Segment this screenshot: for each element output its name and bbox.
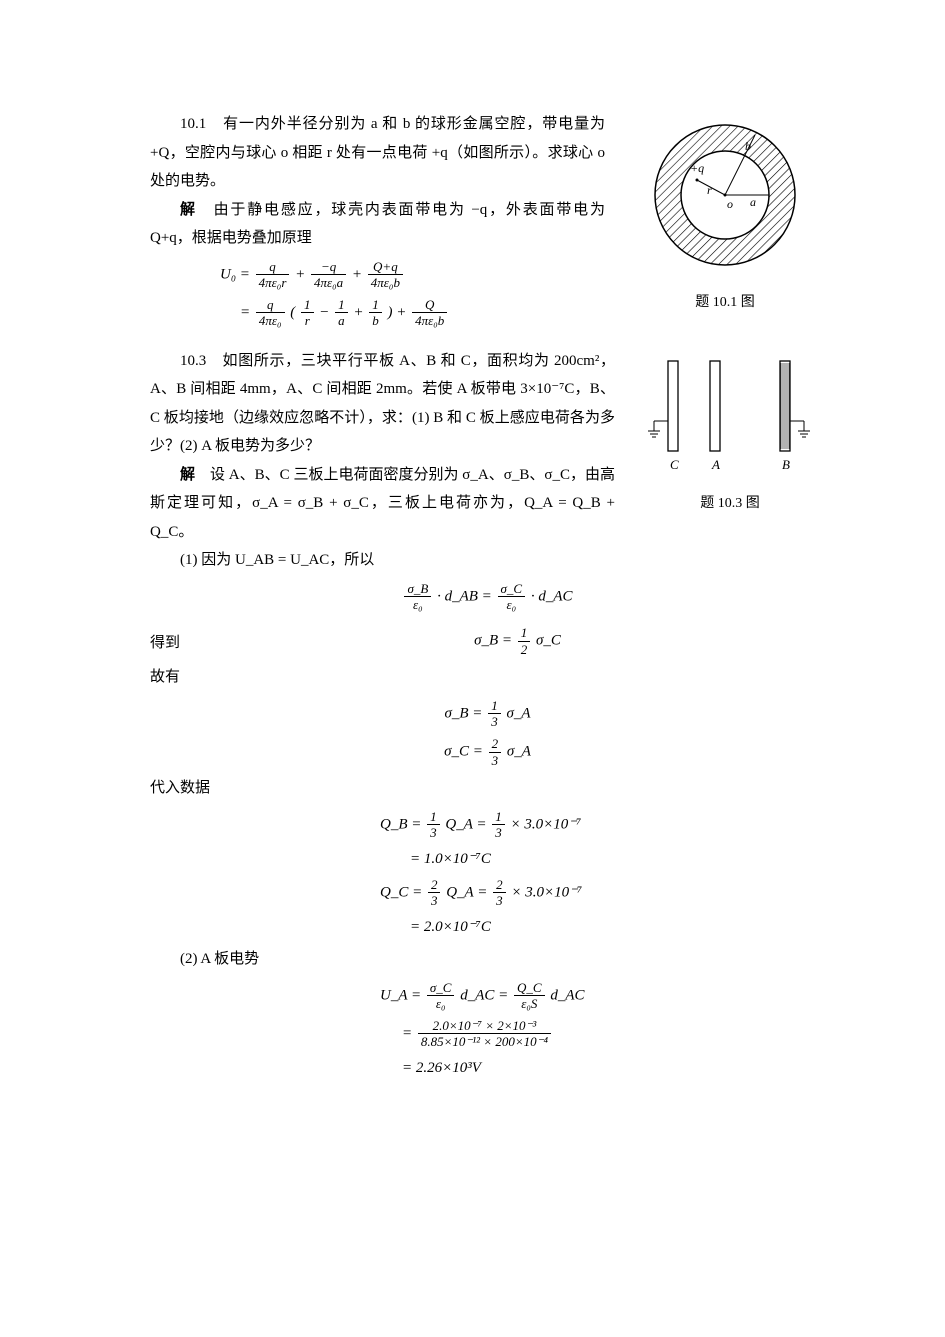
svg-text:+q: +q	[690, 161, 704, 175]
figure-10-3-caption: 题 10.3 图	[635, 492, 825, 512]
equation-ua-2: = 2.0×10⁻⁷ × 2×10⁻³ 8.85×10⁻¹² × 200×10⁻…	[402, 1018, 825, 1050]
figure-10-3: C A B 题 10.3 图	[635, 351, 825, 512]
part2-label: (2) A 板电势	[150, 945, 825, 974]
part1-label: (1) 因为 U_AB = U_AC，所以	[150, 546, 825, 575]
so-label: 故有	[150, 663, 825, 692]
svg-text:b: b	[745, 139, 751, 153]
equation-3a: σ_Bε₀ · d_AB = σ_Cε₀ · d_AC	[150, 581, 825, 613]
figure-10-1: +q r o a b 题 10.1 图	[625, 110, 825, 311]
equation-qc-2: = 2.0×10⁻⁷C	[410, 915, 825, 939]
row-got: 得到 σ_B = 12 σ_C	[150, 619, 825, 663]
sphere-diagram: +q r o a b	[635, 110, 815, 280]
solution-text-3-1: 设 A、B、C 三板上电荷面密度分别为 σ_A、σ_B、σ_C，由高斯定理可知，…	[150, 467, 615, 540]
solution-text: 由于静电感应，球壳内表面带电为 −q，外表面带电为 Q+q，根据电势叠加原理	[150, 202, 605, 247]
svg-text:a: a	[750, 195, 756, 209]
equation-qb-2: = 1.0×10⁻⁷C	[410, 847, 825, 871]
plates-diagram: C A B	[640, 351, 820, 481]
equation-qc-1: Q_C = 23 Q_A = 23 × 3.0×10⁻⁷	[380, 877, 825, 909]
svg-text:B: B	[782, 457, 790, 472]
equation-3c: σ_B = 13 σ_A	[150, 698, 825, 730]
solution-label: 解	[180, 202, 197, 218]
solution-label-2: 解	[180, 467, 195, 483]
equation-3b: σ_B = 12 σ_C	[210, 625, 825, 657]
equation-qb-1: Q_B = 13 Q_A = 13 × 3.0×10⁻⁷	[380, 809, 825, 841]
equation-ua-1: U_A = σ_Cε₀ d_AC = Q_Cε₀S d_AC	[380, 980, 825, 1012]
eq-lhs: U₀ =	[220, 266, 250, 282]
sub-label: 代入数据	[150, 774, 825, 803]
equation-3d: σ_C = 23 σ_A	[150, 736, 825, 768]
svg-text:A: A	[711, 457, 720, 472]
svg-text:C: C	[670, 457, 679, 472]
svg-text:r: r	[707, 183, 712, 197]
svg-text:o: o	[727, 197, 733, 211]
equation-ua-3: = 2.26×10³V	[402, 1056, 825, 1080]
page: +q r o a b 题 10.1 图 10.1 有一内外半径分别为 a 和 b…	[0, 0, 945, 1166]
figure-10-1-caption: 题 10.1 图	[625, 291, 825, 311]
